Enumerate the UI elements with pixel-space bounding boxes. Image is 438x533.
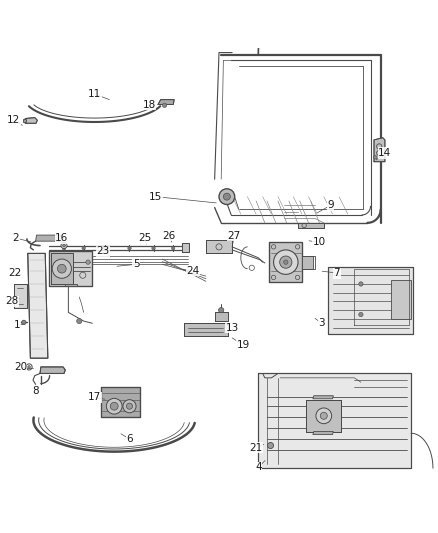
Circle shape	[223, 193, 230, 200]
Text: 18: 18	[142, 100, 156, 110]
Polygon shape	[328, 266, 413, 334]
Text: 20: 20	[14, 362, 27, 372]
Circle shape	[61, 243, 67, 248]
Text: 6: 6	[126, 434, 133, 444]
Circle shape	[86, 260, 90, 264]
Text: 12: 12	[7, 115, 21, 125]
Polygon shape	[35, 235, 64, 241]
Polygon shape	[65, 284, 77, 286]
Polygon shape	[215, 312, 228, 321]
Circle shape	[219, 189, 235, 205]
Text: 25: 25	[138, 233, 152, 243]
Circle shape	[110, 402, 118, 410]
Polygon shape	[101, 386, 141, 417]
Circle shape	[359, 282, 363, 286]
Circle shape	[280, 256, 292, 268]
Circle shape	[320, 413, 327, 419]
Circle shape	[28, 366, 30, 368]
Circle shape	[128, 246, 131, 250]
Circle shape	[284, 260, 288, 264]
Polygon shape	[49, 251, 92, 286]
Circle shape	[274, 250, 298, 274]
Circle shape	[57, 264, 66, 273]
Polygon shape	[269, 243, 302, 282]
Text: 5: 5	[133, 260, 139, 269]
Text: 8: 8	[32, 386, 39, 396]
Text: 26: 26	[162, 231, 175, 241]
Polygon shape	[51, 253, 73, 284]
Text: 11: 11	[88, 89, 101, 99]
Circle shape	[162, 103, 167, 108]
Circle shape	[106, 398, 122, 414]
Text: 2: 2	[13, 233, 19, 243]
Polygon shape	[14, 284, 27, 308]
Text: 22: 22	[8, 268, 21, 278]
Text: 10: 10	[313, 238, 326, 247]
Text: 23: 23	[97, 246, 110, 256]
Text: 9: 9	[327, 200, 334, 211]
Polygon shape	[258, 374, 411, 468]
Polygon shape	[182, 244, 189, 252]
Circle shape	[316, 408, 332, 424]
Text: 4: 4	[255, 462, 261, 472]
Circle shape	[21, 320, 26, 325]
Text: 24: 24	[186, 266, 199, 276]
Text: 7: 7	[334, 268, 340, 278]
Text: 3: 3	[318, 318, 325, 328]
Circle shape	[374, 156, 377, 159]
Circle shape	[268, 442, 274, 449]
Text: 15: 15	[149, 192, 162, 201]
Circle shape	[104, 246, 107, 250]
Text: 14: 14	[378, 148, 392, 158]
Polygon shape	[25, 118, 37, 123]
Circle shape	[82, 246, 85, 250]
Polygon shape	[392, 280, 411, 319]
Text: 1: 1	[14, 320, 21, 330]
Polygon shape	[206, 240, 232, 253]
Polygon shape	[22, 119, 26, 122]
Polygon shape	[184, 323, 228, 336]
Polygon shape	[374, 138, 385, 161]
Circle shape	[359, 312, 363, 317]
Polygon shape	[297, 223, 324, 228]
Circle shape	[127, 403, 133, 409]
Circle shape	[63, 244, 65, 247]
Polygon shape	[306, 400, 341, 432]
Text: 27: 27	[228, 231, 241, 241]
Circle shape	[219, 308, 224, 313]
Text: 21: 21	[250, 443, 263, 453]
Circle shape	[171, 246, 175, 250]
Circle shape	[152, 246, 155, 250]
Text: 19: 19	[237, 340, 250, 350]
Polygon shape	[158, 100, 174, 104]
Circle shape	[123, 400, 136, 413]
Circle shape	[62, 246, 66, 250]
Text: 28: 28	[5, 296, 18, 306]
Polygon shape	[313, 432, 333, 434]
Polygon shape	[313, 395, 333, 399]
Polygon shape	[40, 367, 65, 374]
Polygon shape	[302, 256, 313, 269]
Text: 17: 17	[88, 392, 101, 402]
Text: 13: 13	[226, 322, 239, 333]
Polygon shape	[28, 253, 48, 358]
Text: 16: 16	[55, 233, 68, 243]
Circle shape	[52, 259, 71, 278]
Circle shape	[77, 318, 82, 324]
